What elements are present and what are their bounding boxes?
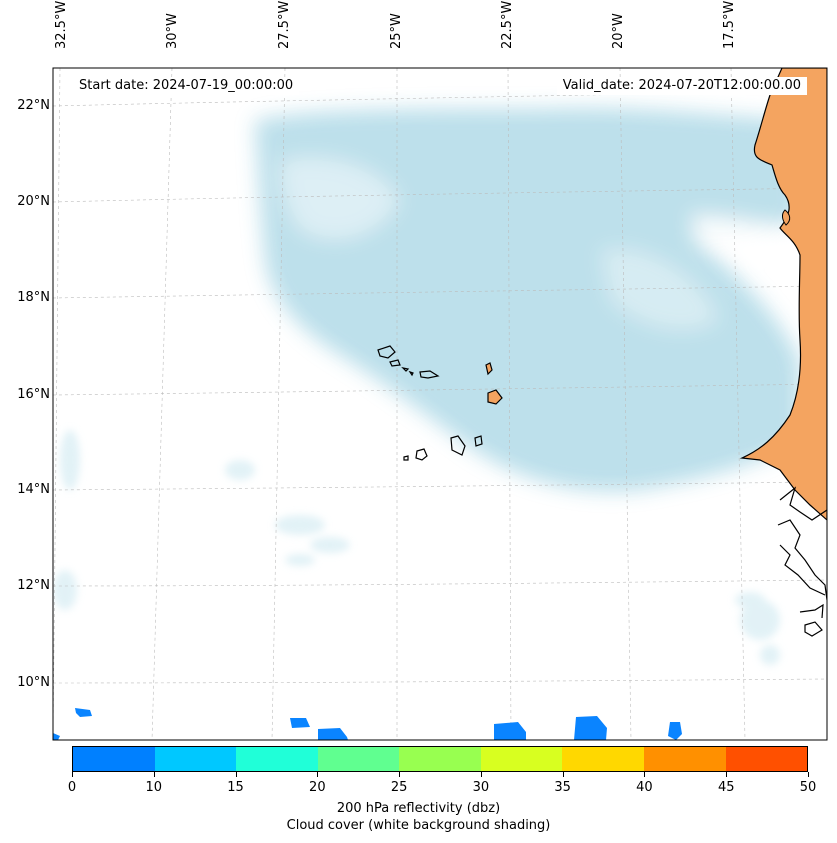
reflectivity-colorbar [72, 746, 808, 772]
graticule [53, 68, 827, 740]
colorbar-tick-mark [235, 772, 237, 777]
cloud-cover-shading [255, 107, 800, 492]
colorbar-title: 200 hPa reflectivity (dbz) [336, 801, 501, 816]
lon-label-17-5w: 17.5°W [722, 0, 737, 49]
cape-verde-islands [377, 345, 503, 461]
colorbar-tick-label: 25 [390, 780, 408, 795]
colorbar-tick-label: 15 [227, 780, 244, 795]
colorbar-tick-mark [72, 772, 73, 777]
colorbar-tick-mark [480, 772, 482, 777]
colorbar-tick-mark [562, 772, 564, 777]
colorbar-segment [725, 747, 808, 771]
colorbar-segment [73, 747, 155, 771]
lon-label-32-5w: 32.5°W [54, 0, 69, 49]
lon-label-20w: 20°W [611, 13, 626, 49]
lat-label-18n: 18°N [17, 290, 50, 305]
coastline-south [777, 486, 827, 637]
colorbar-segment [399, 747, 481, 771]
colorbar-tick-label: 30 [472, 780, 490, 795]
colorbar-segment [236, 747, 318, 771]
lon-label-25w: 25°W [389, 13, 404, 49]
lat-label-16n: 16°N [17, 387, 50, 402]
colorbar-tick-mark [317, 772, 319, 777]
colorbar-segment [317, 747, 400, 771]
lat-label-10n: 10°N [17, 675, 50, 690]
colorbar-tick-mark [726, 772, 728, 777]
lat-label-14n: 14°N [17, 482, 50, 497]
colorbar-segment [154, 747, 237, 771]
start-date-label: Start date: 2024-07-19_00:00:00 [73, 77, 300, 95]
colorbar-subtitle: Cloud cover (white background shading) [286, 818, 551, 833]
colorbar-tick-label: 35 [554, 780, 571, 795]
colorbar-tick-label: 10 [145, 780, 163, 795]
colorbar-tick-mark [644, 772, 646, 777]
africa-landmass [739, 68, 827, 521]
lat-label-20n: 20°N [17, 194, 50, 209]
colorbar-tick-mark [808, 772, 809, 777]
lon-label-22-5w: 22.5°W [500, 0, 515, 49]
colorbar-segment [480, 747, 563, 771]
colorbar-tick-mark [153, 772, 155, 777]
map-frame [52, 67, 828, 741]
colorbar-tick-label: 40 [636, 780, 653, 795]
lon-label-27-5w: 27.5°W [277, 0, 292, 49]
lon-label-30w: 30°W [165, 13, 180, 49]
lat-label-12n: 12°N [17, 578, 50, 593]
colorbar-tick-label: 45 [717, 780, 735, 795]
colorbar-tick-label: 20 [309, 780, 326, 795]
valid-date-label: Valid_date: 2024-07-20T12:00:00.00 [556, 77, 807, 95]
scattered-light-cloud [53, 430, 780, 665]
colorbar-segment [562, 747, 644, 771]
colorbar-tick-label: 50 [799, 780, 817, 795]
colorbar-segment [643, 747, 726, 771]
lat-label-22n: 22°N [17, 98, 50, 113]
colorbar-tick-mark [399, 772, 401, 777]
colorbar-tick-label: 0 [67, 780, 77, 795]
reflectivity-cells [53, 708, 682, 740]
